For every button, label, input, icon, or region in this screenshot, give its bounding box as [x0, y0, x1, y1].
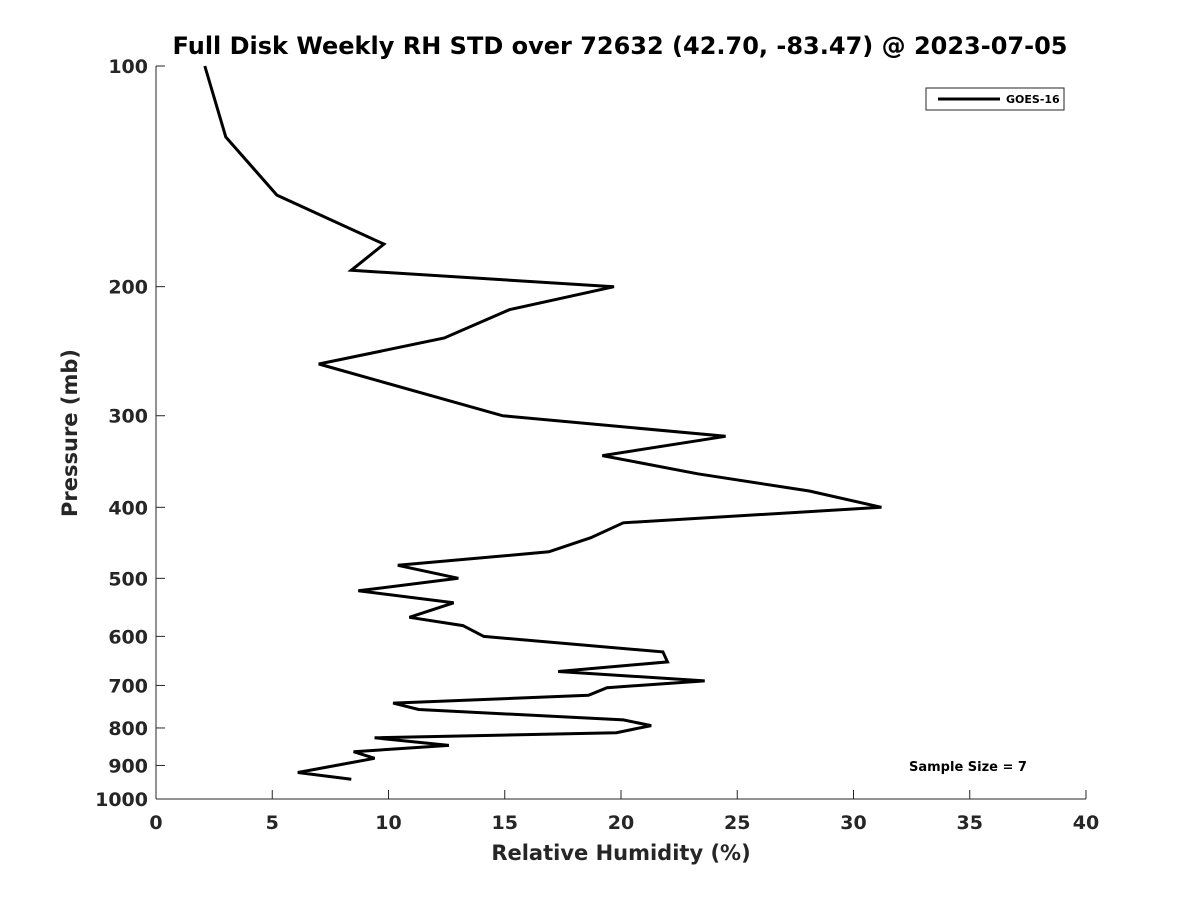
sample-size-annotation: Sample Size = 7	[909, 760, 1027, 775]
y-tick-label: 700	[108, 675, 148, 697]
plot-frame	[155, 66, 1086, 800]
y-tick-label: 1000	[95, 789, 148, 811]
y-tick-label: 300	[108, 406, 148, 428]
x-ticks: 0 5 10 15 20 25 30 35 40	[149, 790, 1099, 834]
y-tick-label: 900	[108, 755, 148, 777]
y-axis-label: Pressure (mb)	[58, 349, 82, 517]
y-tick-label: 600	[108, 626, 148, 648]
y-tick-label: 500	[108, 568, 148, 590]
x-tick-label: 25	[724, 812, 750, 834]
series-line-goes-16	[203, 65, 882, 781]
x-tick-label: 20	[608, 812, 634, 834]
series-layer	[203, 65, 882, 781]
y-tick-label: 400	[108, 497, 148, 519]
x-tick-label: 35	[957, 812, 983, 834]
y-ticks: 100 200 300 400 500 600 700 800 900 1000	[95, 56, 165, 811]
legend[interactable]: GOES-16	[925, 87, 1065, 111]
y-tick-label: 200	[108, 277, 148, 299]
legend-label-goes-16: GOES-16	[1006, 93, 1060, 106]
y-tick-label: 800	[108, 718, 148, 740]
x-tick-label: 0	[149, 812, 162, 834]
chart-title: Full Disk Weekly RH STD over 72632 (42.7…	[173, 32, 1068, 60]
y-tick-label: 100	[108, 56, 148, 78]
x-tick-label: 40	[1073, 812, 1099, 834]
x-tick-label: 30	[840, 812, 866, 834]
x-axis-label: Relative Humidity (%)	[491, 841, 750, 865]
x-tick-label: 10	[375, 812, 401, 834]
x-tick-label: 15	[492, 812, 518, 834]
x-tick-label: 5	[266, 812, 279, 834]
